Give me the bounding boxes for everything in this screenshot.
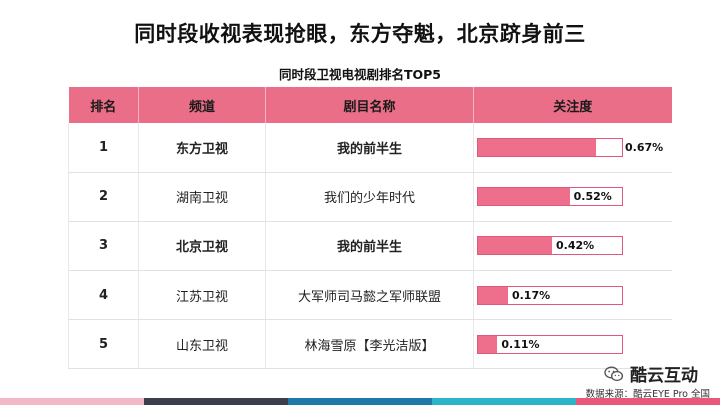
attention-bar: 0.17% [477, 285, 623, 305]
attention-cell: 0.42% [473, 221, 672, 272]
header-drama: 剧目名称 [265, 87, 474, 123]
brand-logo: 酷云互动 [604, 361, 698, 386]
footer-color-stripes [0, 398, 720, 405]
stripe-5 [576, 398, 720, 405]
drama-cell: 我的前半生 [265, 123, 474, 173]
header-attention: 关注度 [473, 87, 672, 123]
ranking-table: 排名 频道 剧目名称 关注度 1 东方卫视 我的前半生 0.67% 2 湖南卫视 我们的少年… [68, 87, 672, 370]
rank-cell: 2 [68, 172, 139, 222]
attention-value: 0.17% [511, 288, 551, 302]
channel-cell: 江苏卫视 [138, 270, 266, 321]
attention-value: 0.42% [556, 239, 595, 253]
drama-cell: 我的前半生 [265, 221, 474, 272]
header-channel: 频道 [138, 87, 266, 123]
header-rank: 排名 [68, 87, 139, 123]
rank-cell: 5 [68, 319, 139, 370]
brand-name: 酷云互动 [630, 366, 698, 386]
attention-cell: 0.67% [473, 123, 672, 173]
table-header-row: 排名 频道 剧目名称 关注度 [68, 87, 672, 123]
channel-cell: 湖南卫视 [138, 172, 266, 222]
attention-bar-fill [478, 237, 553, 255]
channel-cell: 山东卫视 [138, 319, 266, 370]
table-row: 3 北京卫视 我的前半生 0.42% [68, 221, 672, 272]
stripe-2 [144, 398, 288, 405]
channel-cell: 东方卫视 [138, 123, 266, 173]
stripe-4 [432, 398, 576, 405]
rank-cell: 1 [68, 123, 139, 173]
table-row: 5 山东卫视 林海雪原【李光洁版】 0.11% [68, 319, 672, 370]
attention-cell: 0.11% [473, 319, 672, 370]
stripe-3 [288, 398, 432, 405]
attention-bar: 0.52% [477, 187, 623, 207]
attention-bar-fill [478, 138, 597, 156]
attention-bar: 0.11% [477, 334, 623, 354]
data-source: 数据来源：酷云EYE Pro 全国 [585, 389, 710, 400]
attention-bar-fill [478, 286, 508, 304]
attention-bar-fill [478, 335, 498, 353]
attention-cell: 0.52% [473, 172, 672, 222]
attention-value: 0.11% [501, 337, 540, 351]
stripe-1 [0, 398, 144, 405]
attention-cell: 0.17% [473, 270, 672, 321]
attention-value: 0.52% [573, 190, 612, 204]
drama-cell: 我们的少年时代 [265, 172, 474, 222]
table-row: 1 东方卫视 我的前半生 0.67% [68, 123, 672, 173]
drama-cell: 大军师司马懿之军师联盟 [265, 270, 474, 321]
channel-cell: 北京卫视 [138, 221, 266, 272]
attention-value: 0.67% [625, 140, 664, 154]
page-title: 同时段收视表现抢眼，东方夺魁，北京跻身前三 [134, 22, 586, 46]
attention-bar: 0.67% [477, 137, 663, 157]
drama-cell: 林海雪原【李光洁版】 [265, 319, 474, 370]
table-row: 2 湖南卫视 我们的少年时代 0.52% [68, 172, 672, 222]
wechat-icon [604, 365, 624, 381]
table-title: 同时段卫视电视剧排名TOP5 [278, 67, 441, 82]
attention-bar-fill [478, 188, 570, 206]
attention-bar: 0.42% [477, 236, 623, 256]
rank-cell: 3 [68, 221, 139, 272]
table-row: 4 江苏卫视 大军师司马懿之军师联盟 0.17% [68, 270, 672, 321]
rank-cell: 4 [68, 270, 139, 321]
